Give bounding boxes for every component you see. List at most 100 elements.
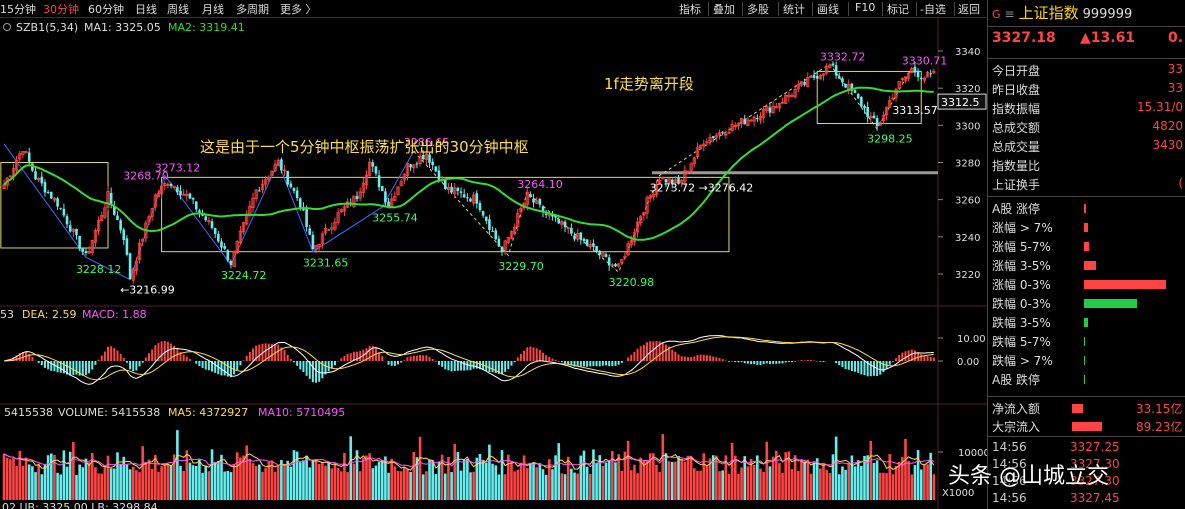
candle-body	[875, 118, 879, 127]
tab-multi-period[interactable]: 多周期	[236, 3, 269, 16]
candle-body	[153, 194, 157, 208]
volume-bar	[428, 459, 431, 500]
volume-bar	[522, 455, 526, 500]
candle-body	[109, 192, 113, 205]
volume-bar	[913, 465, 917, 500]
quote-label: 总成交量	[992, 140, 1041, 154]
tab-more[interactable]: 更多 〉	[280, 3, 317, 16]
volume-bar	[166, 463, 170, 500]
candle-body	[226, 250, 230, 261]
candle-body	[323, 228, 328, 234]
candle-body	[614, 263, 617, 267]
candle-body	[717, 132, 722, 135]
candle-body	[453, 187, 457, 195]
f10-button[interactable]: F10	[855, 1, 876, 14]
candle-body	[305, 209, 308, 228]
candle-body	[686, 170, 690, 173]
remove-watchlist-button[interactable]: -自选	[920, 3, 946, 16]
volume-bar	[245, 445, 249, 500]
tab-daily[interactable]: 日线	[135, 3, 157, 16]
tab-30min[interactable]: 30分钟	[43, 3, 79, 16]
candle-body	[65, 216, 69, 225]
candle-body	[787, 94, 791, 98]
volume-bar	[721, 470, 724, 500]
candle-body	[52, 197, 57, 201]
volume-bar	[153, 454, 157, 500]
quote-value: 33	[1167, 62, 1183, 76]
candle-body	[37, 178, 41, 181]
price-pct: 0.	[1168, 30, 1184, 46]
volume-bar	[210, 449, 214, 500]
kline-chart[interactable]: 3220 3240 3260 3280 3300 3320 3340 3312.5 3228.…	[0, 0, 987, 509]
draw-line-button[interactable]: 画线	[817, 3, 839, 16]
volume-bar	[472, 471, 475, 500]
candle-body	[428, 154, 431, 163]
candle-body	[907, 72, 911, 79]
volume-bar	[53, 454, 56, 500]
volume-bar	[421, 474, 425, 500]
candle-body	[125, 238, 129, 255]
volume-bar	[355, 450, 359, 500]
candle-body	[402, 174, 406, 181]
ma-lines	[3, 86, 934, 241]
candle-body	[270, 171, 274, 177]
volume-bar	[601, 465, 605, 500]
volume-bar	[730, 442, 734, 500]
volume-bar	[254, 465, 258, 500]
multi-stock-button[interactable]: 多股	[747, 3, 769, 16]
candle-body	[756, 118, 759, 120]
volume-bar	[689, 456, 693, 500]
overlay-button[interactable]: 叠加	[713, 3, 735, 16]
settings-icon[interactable]	[3, 23, 11, 31]
volume-bar	[15, 466, 18, 500]
volume-bar	[699, 470, 702, 500]
statistics-button[interactable]: 统计	[783, 3, 805, 16]
volume-bar	[847, 463, 851, 500]
volume-bar	[519, 462, 523, 500]
candle-body	[491, 231, 494, 233]
distribution-label: 跌幅 0-3%	[992, 297, 1051, 311]
volume-bar	[150, 468, 154, 500]
volume-bar	[321, 461, 324, 500]
volume-bar	[582, 450, 586, 500]
mark-button[interactable]: 标记	[887, 3, 909, 16]
volume-bar	[598, 455, 602, 500]
volume-bar	[724, 455, 728, 500]
volume-bar	[768, 466, 772, 500]
candle-body	[8, 175, 12, 178]
volume-bar	[674, 461, 677, 500]
candle-body	[551, 214, 554, 217]
price-tick-label: 3280	[955, 158, 980, 169]
candle-body	[730, 124, 734, 131]
candle-body	[191, 197, 195, 200]
tab-60min[interactable]: 60分钟	[88, 3, 124, 16]
tab-monthly[interactable]: 月线	[202, 3, 224, 16]
index-code: 999999	[1082, 7, 1133, 22]
volume-bar	[510, 461, 513, 500]
candle-body	[774, 106, 778, 108]
volume-bar	[516, 469, 520, 500]
candle-body	[828, 64, 832, 68]
volume-bar	[645, 459, 649, 500]
candle-body	[733, 125, 737, 128]
tab-15min[interactable]: 15分钟	[0, 3, 36, 16]
volume-bar	[825, 469, 828, 500]
volume-bar	[239, 457, 242, 500]
menu-icon[interactable]: ≡	[1004, 7, 1015, 21]
volume-bar	[888, 454, 892, 500]
back-button[interactable]: 返回	[958, 3, 980, 16]
quote-label: 昨日收盘	[992, 83, 1041, 97]
volume-bar	[469, 472, 472, 500]
volume-bar	[100, 473, 104, 500]
volume-bar	[885, 473, 888, 500]
candle-body	[24, 151, 28, 153]
candle-body	[566, 227, 570, 230]
volume-bar	[97, 473, 100, 500]
candle-body	[635, 221, 640, 233]
indicator-button[interactable]: 指标	[679, 3, 701, 16]
volume-bar	[563, 474, 567, 500]
distribution-bar	[1084, 337, 1086, 346]
candle-body	[292, 188, 296, 191]
volume-bar	[349, 436, 353, 500]
tab-weekly[interactable]: 周线	[167, 3, 189, 16]
